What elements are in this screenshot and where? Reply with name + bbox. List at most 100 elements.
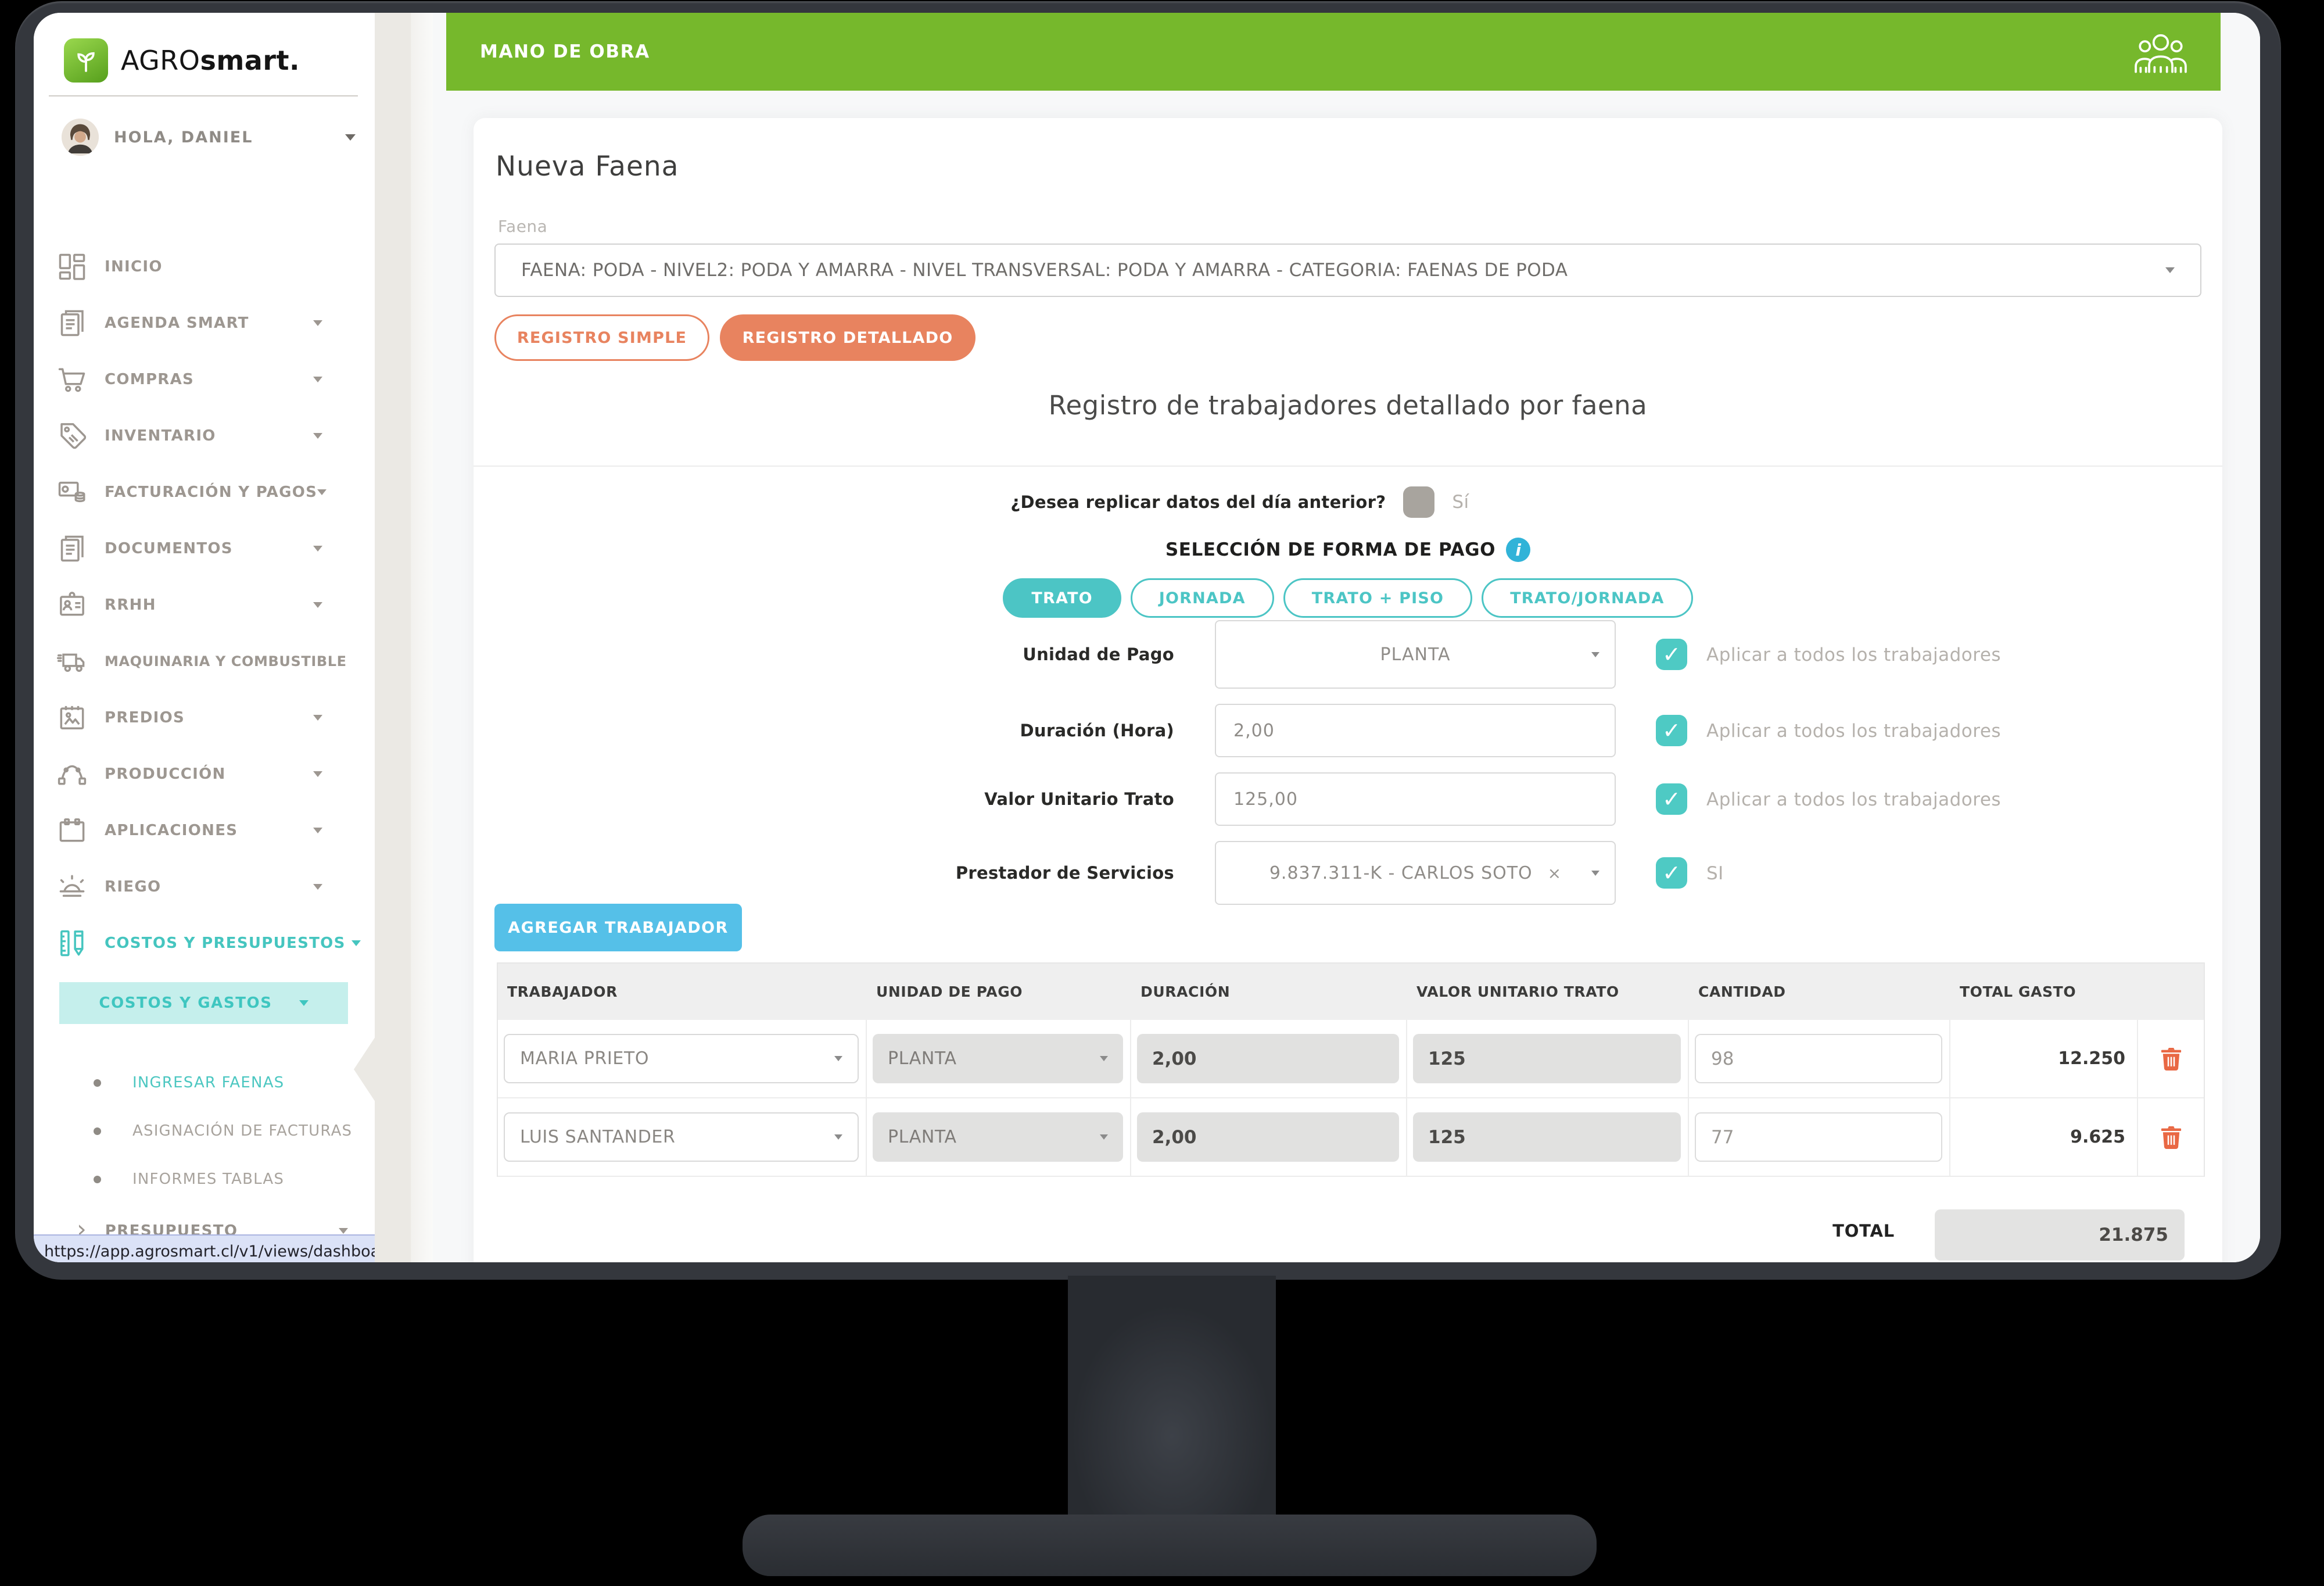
form-row-unidad-de-pago: Unidad de Pago PLANTA ✓ Aplicar a todos …	[474, 620, 2222, 689]
faena-select[interactable]: FAENA: PODA - NIVEL2: PODA Y AMARRA - NI…	[494, 244, 2201, 297]
unidad-de-pago-select[interactable]: PLANTA	[1215, 620, 1616, 689]
tab-trato-jornada[interactable]: TRATO/JORNADA	[1482, 578, 1693, 618]
apply-all-checkbox[interactable]: ✓	[1656, 639, 1687, 670]
main-content: MANO DE OBRA Nueva Faena Faena FAENA: PO…	[433, 13, 2260, 1262]
chevron-down-icon	[351, 940, 361, 946]
chevron-down-icon	[317, 489, 327, 495]
tab-trato[interactable]: TRATO	[1003, 578, 1121, 618]
user-menu[interactable]: HOLA, DANIEL	[62, 116, 356, 158]
sidebar-item-inventario[interactable]: INVENTARIO	[34, 407, 375, 464]
sunrise-icon	[59, 875, 85, 897]
sidebar-item-predios[interactable]: PREDIOS	[34, 689, 375, 746]
duracion-input[interactable]: 2,00	[1215, 704, 1616, 757]
apply-all-label: Aplicar a todos los trabajadores	[1706, 721, 2002, 742]
sidebar-item-costos-y-gastos[interactable]: COSTOS Y GASTOS	[59, 982, 348, 1024]
curve-icon	[58, 765, 87, 785]
chevron-down-icon	[834, 1134, 842, 1140]
nueva-faena-card: Nueva Faena Faena FAENA: PODA - NIVEL2: …	[474, 118, 2222, 1262]
sidebar-item-produccion[interactable]: PRODUCCIÓN	[34, 746, 375, 802]
cart-icon	[58, 368, 85, 392]
chevron-down-icon	[834, 1056, 842, 1061]
sidebar-item-documentos[interactable]: DOCUMENTOS	[34, 520, 375, 577]
valor-unitario-input[interactable]: 125,00	[1215, 772, 1616, 826]
brand-logo[interactable]: AGROsmart.	[64, 38, 300, 83]
sidebar-item-rrhh[interactable]: RRHH	[34, 577, 375, 633]
registro-detallado-button[interactable]: REGISTRO DETALLADO	[720, 314, 975, 361]
replicate-yes-label: Sí	[1452, 492, 1469, 513]
brand-wordmark: AGROsmart.	[121, 45, 300, 76]
apply-all-label: Aplicar a todos los trabajadores	[1706, 645, 2002, 665]
trash-icon	[2161, 1126, 2181, 1149]
form-row-valor-unitario: Valor Unitario Trato 125,00 ✓ Aplicar a …	[474, 772, 2222, 826]
tab-trato-piso[interactable]: TRATO + PISO	[1283, 578, 1473, 618]
billing-icon	[58, 481, 85, 502]
duration-field-disabled: 2,00	[1137, 1034, 1399, 1083]
trash-icon	[2161, 1047, 2181, 1071]
unit-value-field-disabled: 125	[1413, 1034, 1681, 1083]
worker-select[interactable]: MARIA PRIETO	[504, 1034, 859, 1083]
user-greeting: HOLA, DANIEL	[114, 128, 253, 146]
section-title: Registro de trabajadores detallado por f…	[1048, 390, 1648, 421]
sidebar-item-facturacion-y-pagos[interactable]: FACTURACIÓN Y PAGOS	[34, 464, 375, 520]
calendar-icon	[59, 818, 85, 842]
sidebar-item-informes-tablas[interactable]: INFORMES TABLAS	[94, 1161, 284, 1197]
field-label: Prestador de Servicios	[955, 863, 1174, 883]
apply-all-checkbox[interactable]: ✓	[1656, 783, 1687, 815]
sidebar-item-agenda-smart[interactable]: AGENDA SMART	[34, 295, 375, 351]
col-header-duracion: DURACIÓN	[1141, 983, 1231, 1000]
workers-table: TRABAJADOR UNIDAD DE PAGO DURACIÓN VALOR…	[497, 962, 2205, 1177]
monitor-stand-base	[743, 1515, 1597, 1576]
sidebar-item-riego[interactable]: RIEGO	[34, 858, 375, 915]
sidebar-item-aplicaciones[interactable]: APLICACIONES	[34, 802, 375, 858]
replicate-row: ¿Desea replicar datos del día anterior? …	[365, 486, 2114, 518]
sidebar-item-asignacion-de-facturas[interactable]: ASIGNACIÓN DE FACTURAS	[94, 1113, 352, 1149]
payment-selection-title: SELECCIÓN DE FORMA DE PAGO	[1165, 539, 1496, 560]
total-gasto-value: 12.250	[1950, 1020, 2138, 1097]
sidebar-item-compras[interactable]: COMPRAS	[34, 351, 375, 407]
sidebar-item-costos-y-presupuestos[interactable]: COSTOS Y PRESUPUESTOS	[34, 915, 375, 971]
quantity-input[interactable]: 77	[1695, 1112, 1942, 1162]
delete-row-button[interactable]	[2156, 1043, 2187, 1075]
apply-all-checkbox[interactable]: ✓	[1656, 715, 1687, 746]
id-card-icon	[60, 591, 84, 616]
sidebar-item-inicio[interactable]: INICIO	[34, 238, 375, 295]
si-checkbox[interactable]: ✓	[1656, 857, 1687, 889]
bullet-icon	[94, 1127, 101, 1135]
sidebar-edge-strip-light	[411, 13, 433, 1262]
registro-simple-button[interactable]: REGISTRO SIMPLE	[494, 314, 709, 361]
table-header-row: TRABAJADOR UNIDAD DE PAGO DURACIÓN VALOR…	[498, 964, 2204, 1020]
prestador-select[interactable]: 9.837.311-K - CARLOS SOTO ×	[1215, 841, 1616, 905]
quantity-input[interactable]: 98	[1695, 1034, 1942, 1083]
divider	[474, 466, 2222, 467]
delete-row-button[interactable]	[2156, 1122, 2187, 1153]
chevron-down-icon	[313, 376, 322, 382]
agregar-trabajador-button[interactable]: AGREGAR TRABAJADOR	[494, 904, 742, 951]
apply-all-label: Aplicar a todos los trabajadores	[1706, 789, 2002, 810]
unit-select-disabled: PLANTA	[873, 1112, 1123, 1162]
col-header-cantidad: CANTIDAD	[1698, 983, 1786, 1000]
sidebar-item-maquinaria-y-combustible[interactable]: MAQUINARIA Y COMBUSTIBLE	[34, 633, 375, 689]
status-bar-url: https://app.agrosmart.cl/v1/views/dashbo…	[34, 1234, 410, 1262]
si-label: SI	[1706, 863, 1724, 884]
dashboard-icon	[59, 253, 85, 280]
replicate-checkbox[interactable]	[1403, 486, 1435, 518]
sidebar-divider	[49, 95, 358, 96]
module-title: MANO DE OBRA	[480, 41, 650, 62]
chevron-down-icon	[2165, 267, 2175, 273]
chevron-down-icon	[345, 134, 356, 141]
truck-icon	[56, 653, 85, 672]
info-icon[interactable]: i	[1506, 538, 1531, 562]
worker-select[interactable]: LUIS SANTANDER	[504, 1112, 859, 1162]
documents-icon	[60, 535, 84, 561]
chevron-down-icon	[313, 827, 322, 833]
total-value: 21.875	[1935, 1209, 2185, 1261]
form-row-prestador: Prestador de Servicios 9.837.311-K - CAR…	[474, 841, 2222, 905]
field-label: Valor Unitario Trato	[984, 789, 1174, 809]
clear-selection-icon[interactable]: ×	[1547, 863, 1562, 883]
sidebar-item-ingresar-faenas[interactable]: INGRESAR FAENAS	[94, 1065, 284, 1101]
form-row-duracion: Duración (Hora) 2,00 ✓ Aplicar a todos l…	[474, 704, 2222, 757]
tab-jornada[interactable]: JORNADA	[1130, 578, 1274, 618]
bullet-icon	[94, 1079, 101, 1087]
chevron-down-icon	[313, 602, 322, 608]
total-label: TOTAL	[1832, 1221, 1895, 1241]
